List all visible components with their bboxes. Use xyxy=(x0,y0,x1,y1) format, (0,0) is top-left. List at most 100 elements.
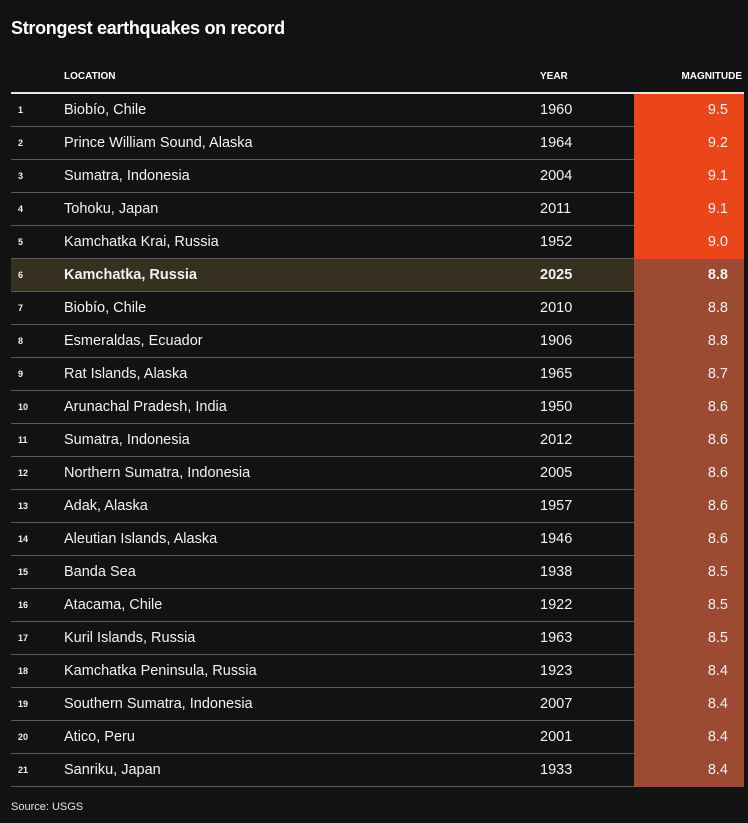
rank-cell: 10 xyxy=(18,402,29,412)
rank-cell: 12 xyxy=(18,468,29,478)
header-year: YEAR xyxy=(540,71,568,82)
magnitude-cell: 8.6 xyxy=(634,424,744,457)
location-cell: Kamchatka Peninsula, Russia xyxy=(64,663,257,679)
rank-cell: 15 xyxy=(18,567,29,577)
rank-cell: 8 xyxy=(18,336,24,346)
magnitude-cell: 8.7 xyxy=(634,358,744,391)
location-cell: Sumatra, Indonesia xyxy=(64,168,190,184)
magnitude-cell: 8.4 xyxy=(634,754,744,787)
table-row: 8 Esmeraldas, Ecuador 1906 8.8 xyxy=(11,325,744,358)
rank-cell: 16 xyxy=(18,600,29,610)
magnitude-cell: 9.1 xyxy=(634,160,744,193)
location-cell: Southern Sumatra, Indonesia xyxy=(64,696,253,712)
table-row: 6 Kamchatka, Russia 2025 8.8 xyxy=(11,259,744,292)
year-cell: 1923 xyxy=(540,663,573,679)
magnitude-cell: 8.8 xyxy=(634,292,744,325)
rank-cell: 1 xyxy=(18,105,24,115)
rank-cell: 6 xyxy=(18,270,24,280)
location-cell: Adak, Alaska xyxy=(64,498,148,514)
rank-cell: 20 xyxy=(18,732,29,742)
year-cell: 1965 xyxy=(540,366,573,382)
year-cell: 2012 xyxy=(540,432,573,448)
rank-cell: 18 xyxy=(18,666,29,676)
location-cell: Prince William Sound, Alaska xyxy=(64,135,253,151)
magnitude-cell: 8.6 xyxy=(634,523,744,556)
location-cell: Sanriku, Japan xyxy=(64,762,161,778)
table-header: LOCATION YEAR MAGNITUDE xyxy=(11,62,744,94)
rank-cell: 19 xyxy=(18,699,29,709)
magnitude-cell: 8.6 xyxy=(634,391,744,424)
year-cell: 2011 xyxy=(540,201,572,217)
magnitude-cell: 8.8 xyxy=(634,325,744,358)
magnitude-cell: 9.1 xyxy=(634,193,744,226)
table-row: 13 Adak, Alaska 1957 8.6 xyxy=(11,490,744,523)
year-cell: 1964 xyxy=(540,135,573,151)
table-row: 9 Rat Islands, Alaska 1965 8.7 xyxy=(11,358,744,391)
year-cell: 1906 xyxy=(540,333,573,349)
year-cell: 1957 xyxy=(540,498,573,514)
table-row: 12 Northern Sumatra, Indonesia 2005 8.6 xyxy=(11,457,744,490)
year-cell: 1963 xyxy=(540,630,573,646)
location-cell: Biobío, Chile xyxy=(64,300,147,316)
magnitude-cell: 8.4 xyxy=(634,721,744,754)
table-row: 3 Sumatra, Indonesia 2004 9.1 xyxy=(11,160,744,193)
header-magnitude: MAGNITUDE xyxy=(681,71,742,82)
location-cell: Kamchatka Krai, Russia xyxy=(64,234,219,250)
table-row: 19 Southern Sumatra, Indonesia 2007 8.4 xyxy=(11,688,744,721)
year-cell: 1946 xyxy=(540,531,573,547)
magnitude-cell: 8.4 xyxy=(634,688,744,721)
year-cell: 1960 xyxy=(540,102,573,118)
table-row: 18 Kamchatka Peninsula, Russia 1923 8.4 xyxy=(11,655,744,688)
table-row: 5 Kamchatka Krai, Russia 1952 9.0 xyxy=(11,226,744,259)
rank-cell: 3 xyxy=(18,171,24,181)
location-cell: Kuril Islands, Russia xyxy=(64,630,196,646)
table-title: Strongest earthquakes on record xyxy=(11,18,285,38)
magnitude-cell: 8.5 xyxy=(634,589,744,622)
table-row: 14 Aleutian Islands, Alaska 1946 8.6 xyxy=(11,523,744,556)
table-row: 10 Arunachal Pradesh, India 1950 8.6 xyxy=(11,391,744,424)
year-cell: 1933 xyxy=(540,762,573,778)
source-note: Source: USGS xyxy=(11,801,84,813)
magnitude-cell: 8.4 xyxy=(634,655,744,688)
header-location: LOCATION xyxy=(64,71,116,82)
year-cell: 1950 xyxy=(540,399,573,415)
table-row: 11 Sumatra, Indonesia 2012 8.6 xyxy=(11,424,744,457)
year-cell: 1952 xyxy=(540,234,573,250)
year-cell: 2004 xyxy=(540,168,573,184)
year-cell: 1938 xyxy=(540,564,573,580)
year-cell: 1922 xyxy=(540,597,573,613)
rank-cell: 21 xyxy=(18,765,29,775)
rank-cell: 13 xyxy=(18,501,29,511)
location-cell: Biobío, Chile xyxy=(64,102,147,118)
magnitude-cell: 8.6 xyxy=(634,490,744,523)
location-cell: Atacama, Chile xyxy=(64,597,163,613)
year-cell: 2007 xyxy=(540,696,573,712)
magnitude-cell: 8.8 xyxy=(634,259,744,292)
rank-cell: 5 xyxy=(18,237,24,247)
year-cell: 2001 xyxy=(540,729,573,745)
magnitude-cell: 8.5 xyxy=(634,622,744,655)
rank-cell: 7 xyxy=(18,303,24,313)
magnitude-cell: 8.5 xyxy=(634,556,744,589)
rank-cell: 9 xyxy=(18,369,24,379)
location-cell: Arunachal Pradesh, India xyxy=(64,399,227,415)
magnitude-cell: 9.0 xyxy=(634,226,744,259)
year-cell: 2025 xyxy=(540,267,573,283)
location-cell: Esmeraldas, Ecuador xyxy=(64,333,203,349)
location-cell: Kamchatka, Russia xyxy=(64,267,197,283)
table-row: 20 Atico, Peru 2001 8.4 xyxy=(11,721,744,754)
table-body: 1 Biobío, Chile 1960 9.5 2 Prince William Sou… xyxy=(11,94,744,787)
table-row: 15 Banda Sea 1938 8.5 xyxy=(11,556,744,589)
location-cell: Sumatra, Indonesia xyxy=(64,432,190,448)
table-row: 17 Kuril Islands, Russia 1963 8.5 xyxy=(11,622,744,655)
location-cell: Tohoku, Japan xyxy=(64,201,159,217)
location-cell: Banda Sea xyxy=(64,564,136,580)
table-row: 21 Sanriku, Japan 1933 8.4 xyxy=(11,754,744,787)
location-cell: Aleutian Islands, Alaska xyxy=(64,531,218,547)
year-cell: 2010 xyxy=(540,300,573,316)
rank-cell: 2 xyxy=(18,138,24,148)
rank-cell: 17 xyxy=(18,633,29,643)
table-row: 2 Prince William Sound, Alaska 1964 9.2 xyxy=(11,127,744,160)
rank-cell: 14 xyxy=(18,534,29,544)
location-cell: Northern Sumatra, Indonesia xyxy=(64,465,251,481)
